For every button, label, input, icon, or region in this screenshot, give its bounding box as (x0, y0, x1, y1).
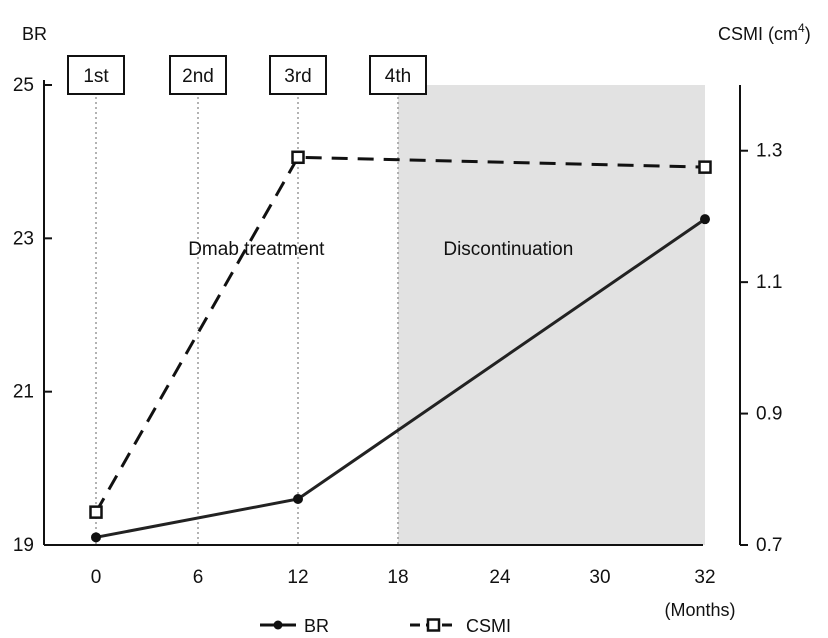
injection-box-3 (369, 55, 427, 95)
right-axis-label-text: CSMI (cm (718, 24, 798, 44)
legend: BR CSMI (260, 616, 511, 636)
legend-label-br: BR (304, 616, 329, 636)
axes: 19 21 23 25 0.7 0.9 1.1 1.3 0 6 12 18 24 30 32 BR CSMI (… (13, 21, 811, 620)
x-tick-label: 24 (489, 567, 511, 588)
left-tick-label: 21 (13, 382, 34, 403)
injection-labels: 1st 2nd 3rd 4th (67, 55, 427, 95)
injection-guides (95, 92, 399, 545)
series-line-csmi (94, 155, 706, 513)
right-axis-label-sup: 4 (798, 21, 805, 35)
point-br-1 (293, 494, 303, 504)
point-csmi-0 (89, 505, 103, 519)
injection-box-1 (169, 55, 227, 95)
right-tick-label: 1.1 (756, 272, 782, 293)
right-axis-label: CSMI (cm4) (718, 21, 811, 44)
point-br-2 (700, 214, 710, 225)
discontinuation-shaded-region (398, 85, 705, 545)
point-br-0 (91, 532, 101, 543)
legend-marker-csmi (426, 618, 441, 632)
point-csmi-2 (698, 160, 712, 174)
x-tick-label: 18 (387, 567, 408, 588)
left-tick-label: 23 (13, 228, 34, 249)
annotation-text: Dmab treatment (188, 239, 325, 260)
x-tick-label: 0 (91, 567, 102, 588)
injection-label: 1st (83, 66, 109, 87)
right-tick-label: 1.3 (756, 141, 782, 162)
injection-label: 4th (385, 66, 411, 87)
right-tick-label: 0.9 (756, 404, 782, 425)
annotations: Dmab treatment Discontinuation (188, 239, 573, 260)
injection-label: 3rd (284, 66, 311, 87)
left-tick-label: 25 (13, 75, 34, 96)
series-layer (89, 150, 712, 543)
annotation-text: Discontinuation (443, 239, 573, 260)
right-axis-label-close: ) (805, 24, 811, 44)
legend-label-csmi: CSMI (466, 616, 511, 636)
x-tick-label: 32 (694, 567, 715, 588)
x-tick-label: 6 (193, 567, 204, 588)
discontinuation-region-layer (398, 85, 705, 545)
injection-box-2 (269, 55, 327, 95)
legend-marker-br (273, 620, 283, 630)
x-tick-label: 30 (589, 567, 610, 588)
right-tick-label: 0.7 (756, 535, 782, 556)
point-csmi-1 (291, 150, 305, 165)
injection-label: 2nd (182, 66, 214, 87)
left-tick-label: 19 (13, 535, 34, 556)
injection-box-0 (67, 55, 125, 95)
left-axis-label: BR (22, 24, 47, 44)
x-tick-label: 12 (287, 567, 308, 588)
x-unit-label: (Months) (664, 600, 735, 620)
